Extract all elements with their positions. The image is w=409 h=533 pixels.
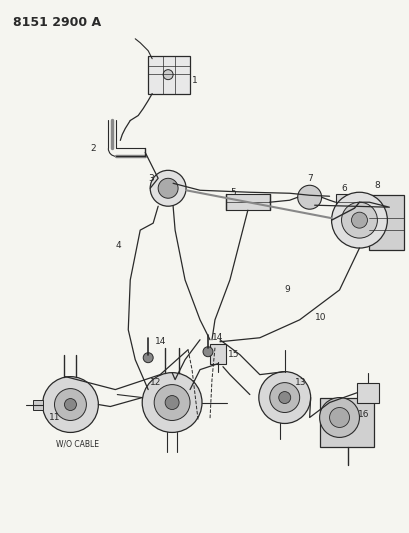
Circle shape	[54, 389, 86, 421]
Circle shape	[278, 392, 290, 403]
Bar	[335, 194, 359, 210]
Bar	[209, 344, 225, 364]
Text: 11: 11	[48, 413, 60, 422]
Circle shape	[165, 395, 179, 409]
Circle shape	[163, 70, 173, 79]
Circle shape	[154, 385, 190, 421]
Circle shape	[269, 383, 299, 413]
Circle shape	[331, 192, 387, 248]
Circle shape	[319, 398, 359, 438]
Text: 14: 14	[211, 333, 223, 342]
Circle shape	[351, 212, 366, 228]
Circle shape	[43, 377, 98, 432]
Text: 3: 3	[148, 174, 153, 183]
Text: 12: 12	[150, 378, 161, 387]
Text: 6: 6	[341, 184, 346, 193]
Circle shape	[341, 202, 377, 238]
Text: 13: 13	[294, 378, 306, 387]
Text: 8151 2900 A: 8151 2900 A	[13, 17, 101, 29]
Text: 10: 10	[314, 313, 325, 322]
Text: 14: 14	[155, 337, 166, 346]
Bar	[32, 400, 43, 409]
Circle shape	[158, 179, 178, 198]
Bar	[148, 56, 190, 94]
Text: 8: 8	[373, 181, 379, 190]
Text: 4: 4	[115, 240, 121, 249]
Circle shape	[329, 408, 348, 427]
Text: 2: 2	[90, 144, 96, 153]
Text: 5: 5	[229, 188, 235, 197]
Circle shape	[64, 399, 76, 410]
Text: 9: 9	[284, 285, 290, 294]
Circle shape	[202, 347, 212, 357]
Text: W/O CABLE: W/O CABLE	[55, 440, 98, 449]
Bar	[319, 398, 373, 447]
Circle shape	[297, 185, 321, 209]
Text: 1: 1	[191, 76, 197, 85]
Circle shape	[143, 353, 153, 362]
Circle shape	[258, 372, 310, 423]
Bar	[357, 383, 378, 402]
Text: 7: 7	[306, 174, 312, 183]
Bar	[369, 195, 403, 250]
Text: 16: 16	[357, 410, 368, 419]
Circle shape	[142, 373, 202, 432]
Bar	[225, 194, 269, 210]
Circle shape	[150, 171, 186, 206]
Text: 15: 15	[227, 350, 239, 359]
